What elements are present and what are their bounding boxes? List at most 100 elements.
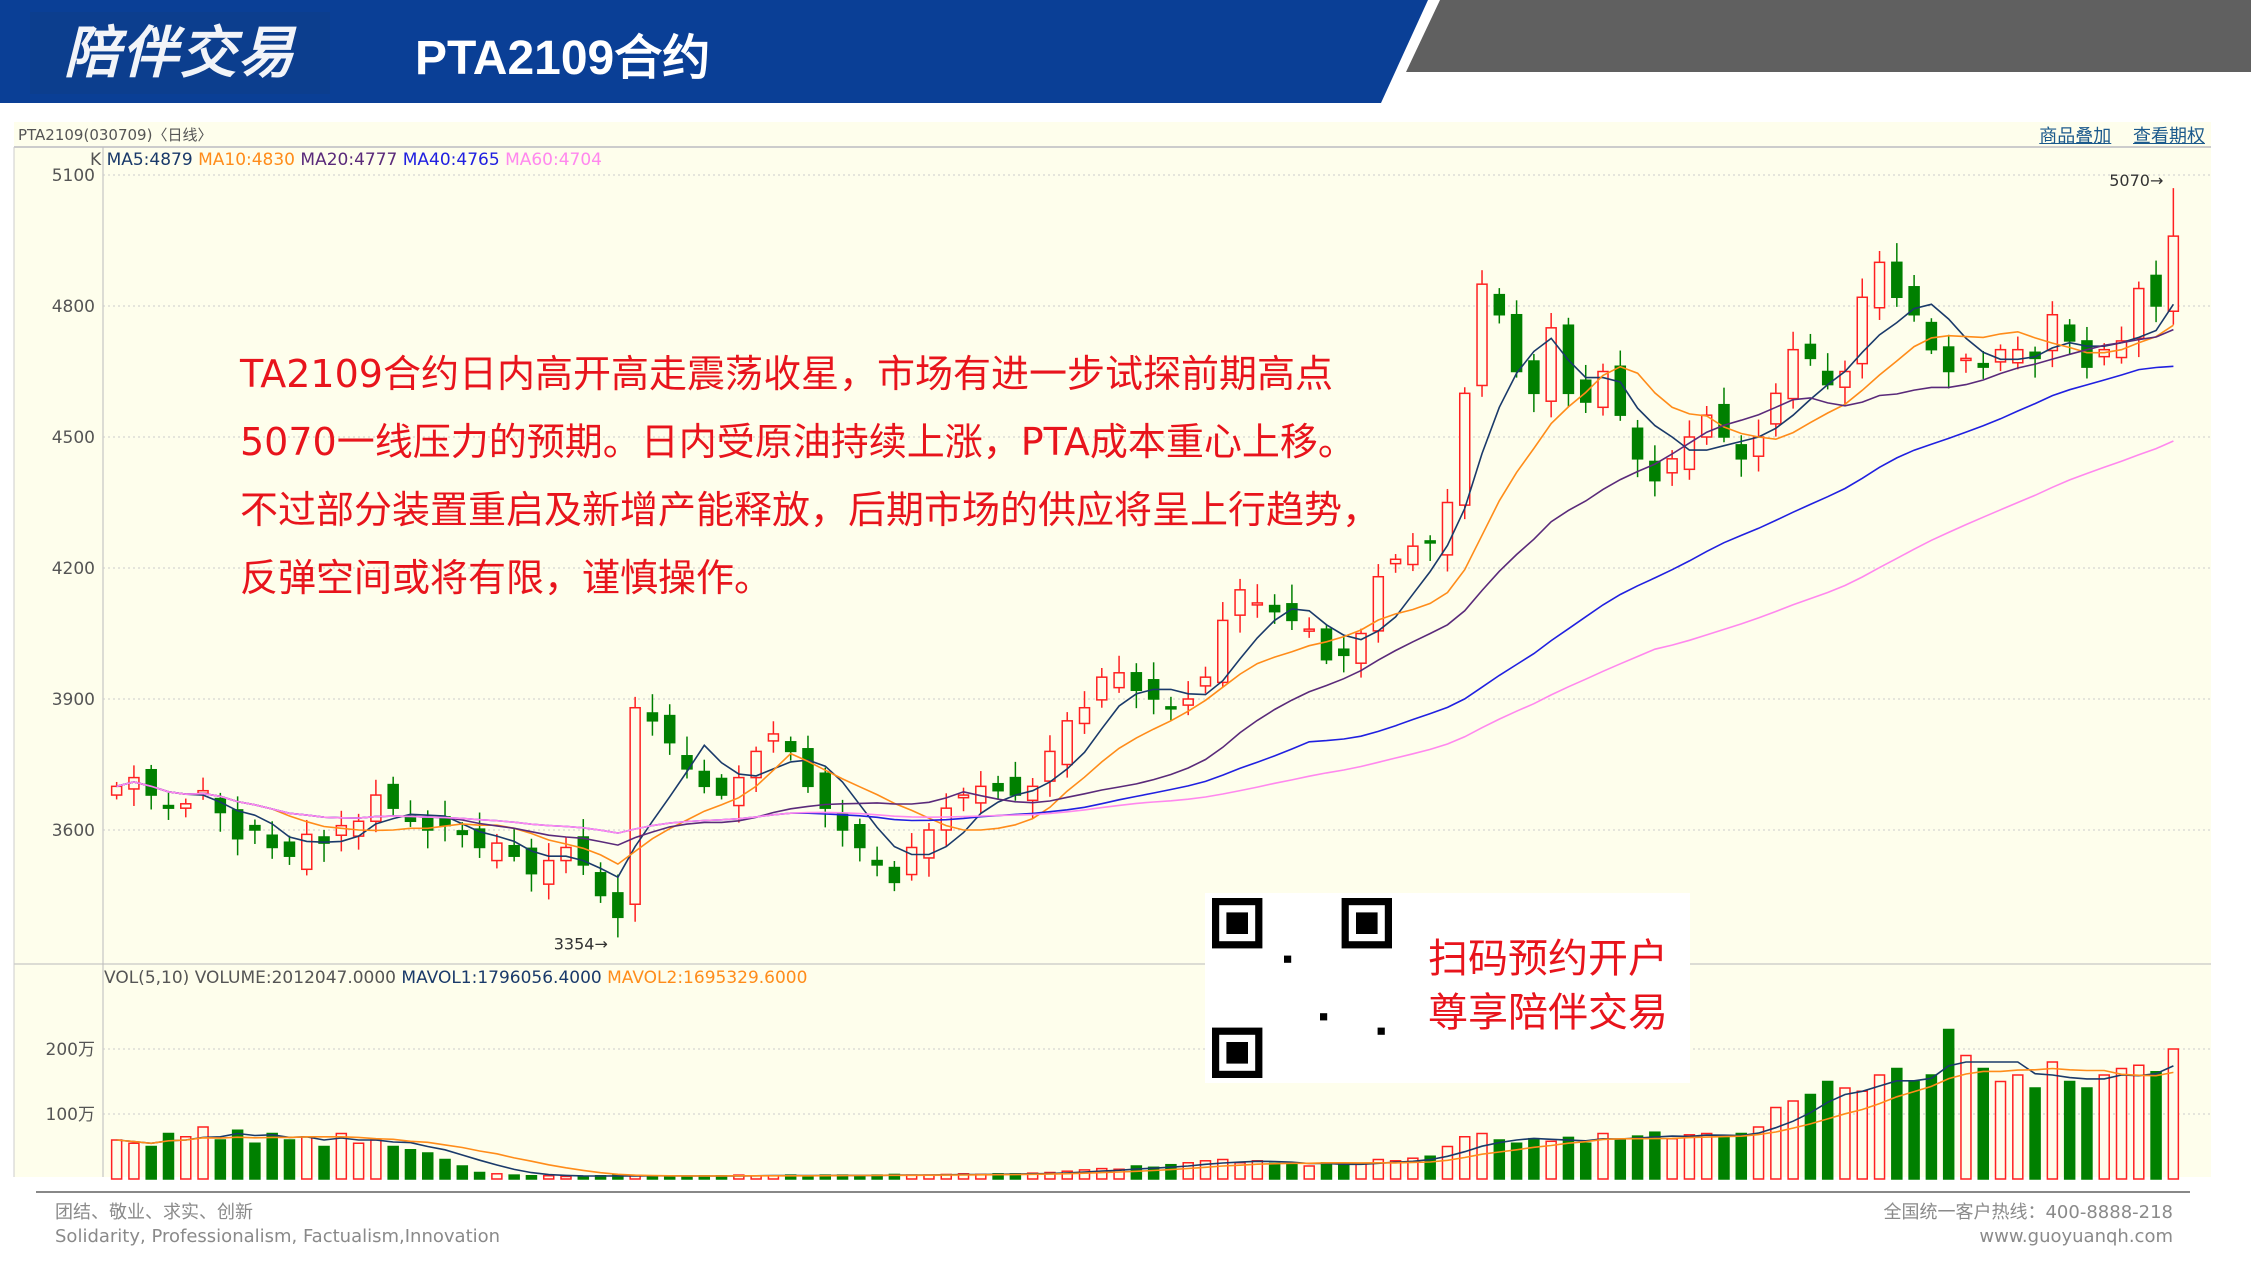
candle-body bbox=[1631, 427, 1644, 460]
view-options-link[interactable]: 查看期权 bbox=[2133, 126, 2205, 147]
candle-body bbox=[871, 859, 883, 866]
header-banner bbox=[0, 0, 2251, 103]
price-tick-label: 3900 bbox=[52, 690, 95, 710]
candle-body bbox=[1510, 313, 1523, 373]
footer-motto-en: Solidarity, Professionalism, Factualism,… bbox=[55, 1226, 501, 1247]
volume-bar bbox=[110, 1139, 123, 1180]
candle-body bbox=[1942, 346, 1955, 373]
volume-bar bbox=[1839, 1087, 1851, 1180]
candle-body bbox=[2081, 340, 2093, 368]
volume-bar bbox=[1856, 1090, 1869, 1180]
price-tick-label: 4500 bbox=[52, 428, 95, 448]
candle-body bbox=[456, 830, 469, 836]
volume-bar bbox=[1752, 1126, 1765, 1180]
candle-body bbox=[1355, 632, 1367, 664]
candle-body bbox=[1009, 776, 1022, 796]
note-line: 不过部分装置重启及新增产能释放，后期市场的供应将呈上行趋势， bbox=[240, 488, 1381, 532]
candle-body bbox=[110, 785, 123, 796]
candle-body bbox=[1061, 720, 1073, 766]
legend-item: MA10:4830 bbox=[198, 150, 301, 170]
candle-body bbox=[2167, 235, 2180, 312]
volume-bar bbox=[1545, 1140, 1557, 1180]
volume-bar bbox=[370, 1139, 382, 1180]
footer-left: 团结、敬业、求实、创新 Solidarity, Professionalism,… bbox=[55, 1201, 500, 1249]
ma60-line bbox=[116, 440, 2174, 834]
qr-finder bbox=[1356, 912, 1378, 934]
legend-item: MA60:4704 bbox=[505, 150, 602, 170]
volume-bar bbox=[491, 1173, 503, 1180]
volume-bar bbox=[508, 1174, 520, 1180]
volume-bar bbox=[1994, 1080, 2007, 1180]
qr-finder bbox=[1226, 1042, 1248, 1064]
candle-body bbox=[1199, 676, 1212, 687]
qr-module bbox=[1284, 955, 1292, 963]
ma20-line bbox=[116, 328, 2174, 846]
candle-body bbox=[594, 872, 607, 897]
low-annotation: 3354→ bbox=[554, 934, 608, 953]
volume-bar bbox=[1597, 1132, 1609, 1180]
candle-body bbox=[421, 817, 434, 831]
volume-bar bbox=[128, 1142, 140, 1180]
volume-bar bbox=[1130, 1165, 1143, 1180]
volume-bar bbox=[197, 1126, 209, 1180]
high-annotation: 5070→ bbox=[2109, 171, 2163, 190]
volume-bar bbox=[1666, 1137, 1678, 1180]
candle-body bbox=[1476, 283, 1488, 387]
volume-bar bbox=[1787, 1100, 1799, 1180]
candle-body bbox=[2012, 348, 2024, 364]
candle-body bbox=[542, 859, 555, 885]
volume-bar bbox=[1424, 1155, 1436, 1180]
volume-bar bbox=[1493, 1139, 1506, 1180]
candle-body bbox=[2150, 274, 2162, 307]
qr-line: 扫码预约开户 bbox=[1428, 936, 1668, 982]
candle-body bbox=[888, 866, 901, 884]
legend-item: K bbox=[90, 150, 107, 170]
footer-divider bbox=[36, 1191, 2190, 1193]
legend-item: VOL(5,10) VOLUME:2012047.0000 bbox=[104, 968, 402, 988]
volume-bar bbox=[577, 1175, 590, 1180]
volume-bar bbox=[1476, 1132, 1488, 1180]
candle-body bbox=[1182, 698, 1194, 706]
candle-body bbox=[1130, 672, 1143, 692]
volume-bar bbox=[1528, 1137, 1540, 1180]
volume-tick-label: 200万 bbox=[46, 1040, 95, 1060]
volume-bar bbox=[1389, 1160, 1402, 1180]
volume-bar bbox=[1355, 1162, 1367, 1180]
candle-body bbox=[214, 797, 227, 814]
volume-bar bbox=[1562, 1136, 1575, 1180]
volume-bar bbox=[1061, 1170, 1073, 1180]
qr-box bbox=[1205, 893, 1690, 1083]
candle-body bbox=[784, 741, 797, 753]
volume-bar bbox=[1199, 1160, 1212, 1180]
candle-body bbox=[1891, 261, 1903, 299]
volume-bar bbox=[1268, 1162, 1281, 1180]
volume-bar bbox=[249, 1142, 261, 1180]
candle-body bbox=[1078, 706, 1091, 725]
candle-body bbox=[2063, 324, 2076, 342]
candle-body bbox=[491, 842, 503, 862]
volume-bar bbox=[525, 1175, 538, 1180]
volume-bar bbox=[1441, 1145, 1454, 1180]
chart-links: 商品叠加 查看期权 bbox=[2023, 122, 2205, 148]
candle-body bbox=[698, 770, 711, 788]
chart-panel bbox=[14, 122, 2211, 1177]
volume-bar bbox=[1182, 1162, 1194, 1180]
overlay-commodity-link[interactable]: 商品叠加 bbox=[2039, 126, 2112, 147]
volume-bar bbox=[1147, 1166, 1160, 1180]
candle-body bbox=[231, 809, 244, 840]
candle-body bbox=[1268, 604, 1281, 613]
volume-bar bbox=[2150, 1071, 2162, 1180]
legend-item: MAVOL1:1796056.4000 bbox=[401, 968, 608, 988]
qr-code[interactable] bbox=[1212, 898, 1392, 1078]
candle-body bbox=[249, 824, 261, 831]
candle-body bbox=[1994, 348, 2007, 363]
candle-body bbox=[629, 706, 641, 905]
qr-module bbox=[1320, 1013, 1328, 1021]
candle-body bbox=[1096, 676, 1108, 701]
analysis-note: TA2109合约日内高开高走震荡收星，市场有进一步试探前期高点 5070一线压力… bbox=[240, 340, 1380, 612]
candle-body bbox=[1614, 365, 1627, 416]
volume-bar bbox=[145, 1145, 157, 1180]
candle-body bbox=[1458, 392, 1471, 506]
volume-bar bbox=[2012, 1074, 2024, 1180]
volume-bar bbox=[1700, 1132, 1713, 1180]
